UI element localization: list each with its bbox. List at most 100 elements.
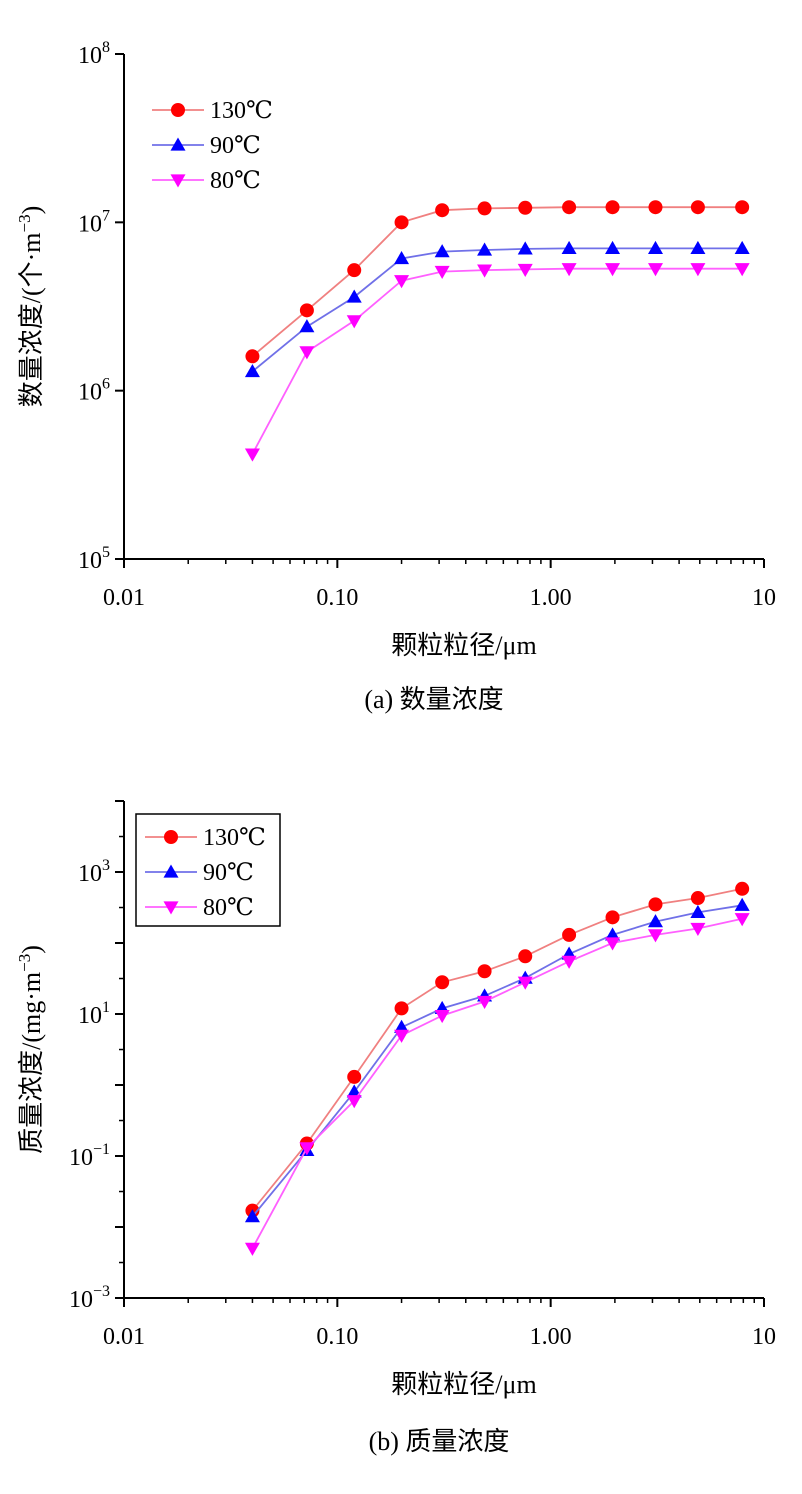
legend-box <box>135 813 281 927</box>
y-tick-label: 103 <box>78 857 110 887</box>
data-point-series-2 <box>477 995 493 1009</box>
data-point-series-1 <box>394 250 410 265</box>
data-point-series-2 <box>605 263 621 277</box>
data-point-series-1 <box>517 241 533 255</box>
data-point-series-2 <box>561 263 577 277</box>
data-point-series-2 <box>346 315 362 329</box>
x-tick-label: 0.01 <box>103 585 145 611</box>
series-line-0 <box>251 887 743 1212</box>
x-tick-label: 0.10 <box>316 585 358 611</box>
data-point-series-2 <box>517 976 533 990</box>
data-point-series-0 <box>562 200 577 215</box>
data-point-series-1 <box>734 240 750 255</box>
y-tick-label: 10−1 <box>69 1141 110 1171</box>
data-point-series-0 <box>605 200 620 215</box>
legend-label-2: 80℃ <box>210 168 261 194</box>
data-point-series-1 <box>647 914 663 928</box>
data-point-series-0 <box>605 910 620 925</box>
legend-label-1: 90℃ <box>210 133 261 159</box>
data-point-series-0 <box>562 927 577 942</box>
data-point-series-0 <box>347 263 362 278</box>
data-point-series-1 <box>477 242 493 256</box>
data-point-series-2 <box>244 1242 260 1256</box>
legend-marker-2 <box>163 901 179 915</box>
data-point-series-2 <box>734 263 750 277</box>
legend-marker-0 <box>164 830 178 844</box>
series-line-1 <box>251 247 743 373</box>
x-axis-label: 颗粒粒径/μm <box>391 631 536 660</box>
legend-marker-1 <box>163 864 179 878</box>
legend-label-0: 130℃ <box>210 98 273 124</box>
legend-marker-2 <box>170 174 186 188</box>
data-point-series-2 <box>690 263 706 277</box>
data-point-series-1 <box>244 363 260 378</box>
data-point-series-2 <box>434 1009 450 1024</box>
data-point-series-1 <box>690 904 706 918</box>
legend-label-2: 80℃ <box>203 895 254 921</box>
data-point-series-0 <box>435 975 450 990</box>
data-point-series-1 <box>605 240 621 255</box>
data-point-series-0 <box>245 349 260 364</box>
legend-label-1: 90℃ <box>203 860 254 886</box>
x-tick-label: 0.01 <box>103 1324 145 1350</box>
data-point-series-0 <box>477 964 492 979</box>
series-line-2 <box>251 917 743 1249</box>
series-line-1 <box>251 904 743 1218</box>
legend-marker-1 <box>170 137 186 151</box>
data-point-series-1 <box>734 897 750 911</box>
legend-label-0: 130℃ <box>203 825 266 851</box>
series-line-0 <box>251 206 743 357</box>
data-point-series-1 <box>394 1019 410 1033</box>
data-point-series-1 <box>690 240 706 255</box>
data-point-series-1 <box>561 240 577 255</box>
x-tick-label: 0.10 <box>316 1324 358 1350</box>
data-point-series-2 <box>394 275 410 289</box>
data-point-series-0 <box>690 891 705 906</box>
x-tick-label: 10 <box>752 1324 776 1350</box>
y-tick-label: 105 <box>78 544 110 574</box>
data-point-series-2 <box>647 929 663 943</box>
data-point-series-2 <box>690 922 706 937</box>
data-point-series-2 <box>517 263 533 277</box>
data-point-series-2 <box>561 955 577 969</box>
data-point-series-2 <box>434 265 450 280</box>
y-axis-label: 质量浓度/(mg·m−3) <box>15 945 46 1154</box>
x-tick-label: 1.00 <box>530 1324 572 1350</box>
data-point-series-0 <box>690 200 705 215</box>
data-point-series-0 <box>299 303 314 318</box>
x-tick-label: 1.00 <box>530 585 572 611</box>
y-axis-label: 数量浓度/(个·m−3) <box>15 206 46 408</box>
legend-marker-0 <box>171 103 185 117</box>
data-point-series-1 <box>434 244 450 258</box>
y-tick-label: 107 <box>78 207 110 237</box>
data-point-series-0 <box>394 215 409 230</box>
data-point-series-2 <box>299 346 315 360</box>
data-point-series-0 <box>394 1001 409 1016</box>
data-point-series-1 <box>299 319 315 333</box>
data-point-series-2 <box>477 264 493 278</box>
data-point-series-0 <box>347 1069 362 1084</box>
chart-panel-mass-concentration: 0.01 0.10 1.00 10 10−3 10−1 101 103 颗粒粒径/μm 质量浓度/… <box>15 800 776 1456</box>
data-point-series-2 <box>734 913 750 927</box>
data-point-series-2 <box>647 263 663 277</box>
data-point-series-0 <box>648 200 663 215</box>
data-point-series-2 <box>605 937 621 951</box>
data-point-series-1 <box>244 1209 260 1223</box>
y-tick-label: 108 <box>78 39 110 69</box>
data-point-series-1 <box>346 289 362 303</box>
data-point-series-0 <box>648 897 663 912</box>
data-point-series-0 <box>435 203 450 218</box>
data-point-series-0 <box>518 949 533 964</box>
data-point-series-2 <box>299 1142 315 1156</box>
figure-caption: (a) 数量浓度 <box>364 685 503 714</box>
y-tick-label: 10−3 <box>69 1283 110 1313</box>
data-point-series-0 <box>735 200 750 215</box>
data-point-series-2 <box>346 1095 362 1109</box>
series-line-2 <box>251 267 743 455</box>
data-point-series-2 <box>244 448 260 462</box>
chart-panel-number-concentration: 0.01 0.10 1.00 10 105 106 107 108 颗粒粒径/μm 数量浓度/(个… <box>15 39 776 714</box>
x-tick-label: 10 <box>752 585 776 611</box>
data-point-series-0 <box>477 201 492 216</box>
data-point-series-1 <box>647 240 663 255</box>
